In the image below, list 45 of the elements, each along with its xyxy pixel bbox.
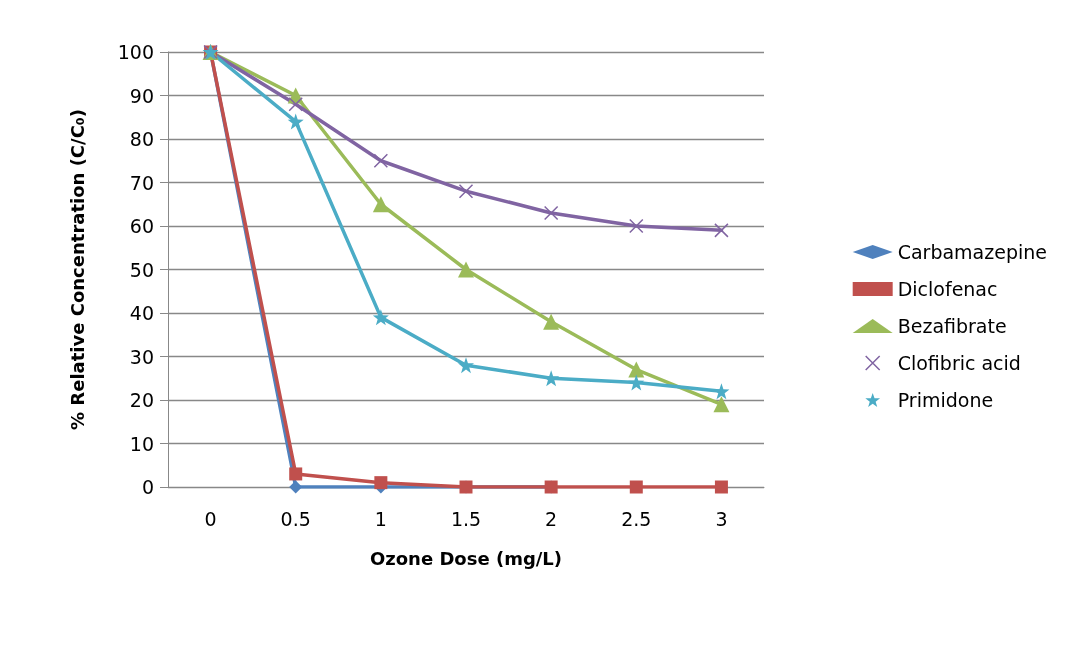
y-tick-label: 0 bbox=[141, 476, 154, 498]
y-tick-label: 100 bbox=[117, 41, 154, 63]
y-axis-title: % Relative Concentration (C/C₀) bbox=[66, 109, 88, 430]
x-tick-label: 3 bbox=[715, 507, 728, 530]
y-tick-label: 10 bbox=[129, 432, 154, 455]
point bbox=[629, 480, 643, 494]
y-tick-label: 60 bbox=[129, 215, 154, 237]
y-tick-label: 70 bbox=[129, 171, 154, 194]
point bbox=[714, 223, 729, 238]
point bbox=[543, 313, 560, 330]
point bbox=[628, 361, 645, 378]
point bbox=[628, 374, 645, 391]
point bbox=[288, 96, 303, 112]
x-tick-label: 2.5 bbox=[621, 507, 652, 530]
point bbox=[543, 205, 559, 221]
x-axis-title: Ozone Dose (mg/L) bbox=[369, 547, 563, 569]
point bbox=[287, 113, 304, 130]
x-tick-label: 0.5 bbox=[280, 507, 311, 530]
legend-label: Bezafibrate bbox=[897, 315, 1007, 337]
y-tick-label: 90 bbox=[129, 84, 154, 107]
x-tick-label: 0 bbox=[204, 507, 217, 530]
x-tick-label: 1.5 bbox=[450, 507, 482, 530]
point bbox=[714, 480, 728, 494]
legend-label: Carbamazepine bbox=[897, 241, 1047, 263]
y-tick-label: 80 bbox=[129, 128, 154, 150]
y-tick-label: 50 bbox=[129, 258, 154, 281]
x-tick-label: 1 bbox=[374, 507, 387, 530]
point bbox=[372, 309, 389, 326]
legend-label: Primidone bbox=[897, 389, 994, 411]
y-tick-label: 40 bbox=[129, 302, 154, 324]
y-tick-label: 30 bbox=[129, 345, 154, 368]
x-tick-label: 2 bbox=[545, 507, 558, 530]
point bbox=[373, 153, 389, 168]
legend-label: Clofibric acid bbox=[897, 352, 1021, 374]
point bbox=[372, 196, 389, 213]
point bbox=[374, 476, 388, 490]
point bbox=[713, 396, 730, 413]
point bbox=[289, 467, 303, 481]
point bbox=[458, 183, 474, 199]
point bbox=[458, 357, 474, 374]
legend-label: Diclofenac bbox=[897, 278, 998, 300]
point bbox=[458, 261, 474, 278]
point bbox=[629, 218, 644, 234]
y-tick-label: 20 bbox=[129, 389, 154, 411]
point bbox=[289, 480, 303, 494]
